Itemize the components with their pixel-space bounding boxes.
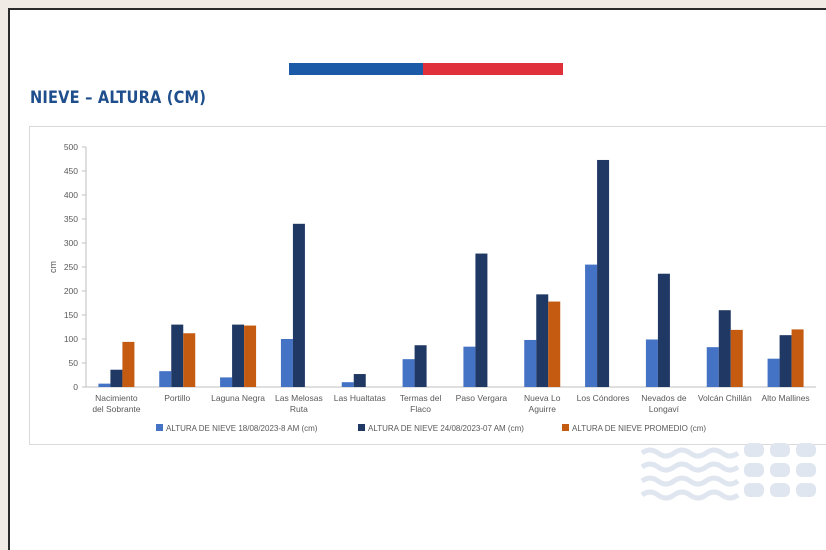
bar-chart: 0 50 100 150 200 250 300 350 400 450 500 cm Nacimien…	[48, 142, 816, 433]
x-tick-label: del Sobrante	[92, 404, 140, 414]
bar	[402, 359, 415, 387]
x-tick-label: Las Melosas	[275, 393, 323, 403]
x-tick-label: Nacimiento	[95, 393, 138, 403]
bar	[171, 324, 184, 387]
legend-swatch	[156, 424, 163, 431]
flag-stripe-red	[423, 63, 563, 75]
bar	[353, 374, 366, 387]
x-tick-label: Termas del	[400, 393, 442, 403]
bar	[585, 264, 598, 387]
watermark-waves	[640, 447, 740, 501]
x-tick-label: Alto Mallines	[761, 393, 809, 403]
bar	[122, 341, 135, 387]
y-tick-label: 50	[69, 358, 79, 368]
x-tick-label: Volcán Chillán	[698, 393, 752, 403]
bar	[730, 329, 743, 387]
y-tick-label: 0	[73, 382, 78, 392]
bar	[767, 358, 780, 387]
bar	[98, 383, 111, 387]
x-tick-label: Ruta	[290, 404, 308, 414]
y-tick-label: 500	[64, 142, 78, 152]
bar	[597, 159, 610, 387]
bar	[645, 339, 658, 387]
y-tick-label: 400	[64, 190, 78, 200]
y-tick-label: 200	[64, 286, 78, 296]
bar	[657, 273, 670, 387]
bar	[718, 310, 731, 387]
chart-container: 0 50 100 150 200 250 300 350 400 450 500 cm Nacimien…	[29, 126, 826, 445]
legend-label: ALTURA DE NIEVE 24/08/2023-07 AM (cm)	[368, 424, 524, 433]
x-tick-label: Laguna Negra	[211, 393, 265, 403]
wave-watermark-icon	[640, 443, 816, 501]
bar	[183, 333, 196, 387]
legend-label: ALTURA DE NIEVE PROMEDIO (cm)	[572, 424, 706, 433]
bar	[280, 339, 293, 387]
bar	[779, 335, 792, 387]
bar	[159, 371, 172, 387]
slide-title: NIEVE – ALTURA (CM)	[30, 88, 207, 108]
flag-stripe-blue	[289, 63, 423, 75]
legend-swatch	[358, 424, 365, 431]
bar	[524, 339, 537, 387]
watermark-dots	[744, 443, 816, 497]
y-axis-label: cm	[48, 261, 58, 273]
x-tick-label: Longaví	[649, 404, 680, 414]
slide: NIEVE – ALTURA (CM) 0 50 100 150 200 250 300 35…	[8, 8, 826, 550]
x-tick-label: Las Hualtatas	[334, 393, 386, 403]
bar	[463, 346, 476, 387]
legend-label: ALTURA DE NIEVE 18/08/2023-8 AM (cm)	[166, 424, 318, 433]
bar	[791, 329, 804, 387]
y-tick-label: 350	[64, 214, 78, 224]
bar	[244, 325, 257, 387]
bar	[414, 345, 427, 387]
bar	[706, 347, 719, 387]
bar	[341, 382, 354, 387]
bar	[536, 294, 549, 387]
y-tick-label: 250	[64, 262, 78, 272]
y-tick-label: 450	[64, 166, 78, 176]
x-tick-label: Paso Vergara	[456, 393, 508, 403]
bar	[548, 301, 561, 387]
y-tick-label: 100	[64, 334, 78, 344]
y-tick-label: 300	[64, 238, 78, 248]
x-tick-label: Flaco	[410, 404, 431, 414]
bar	[110, 369, 123, 387]
bar	[232, 324, 245, 387]
x-tick-label: Nevados de	[641, 393, 687, 403]
bar	[292, 223, 305, 387]
y-tick-label: 150	[64, 310, 78, 320]
bar	[475, 253, 488, 387]
x-tick-label: Aguirre	[529, 404, 557, 414]
x-tick-label: Portillo	[164, 393, 190, 403]
bar	[220, 377, 233, 387]
x-tick-label: Nueva Lo	[524, 393, 561, 403]
x-tick-label: Los Cóndores	[577, 393, 630, 403]
legend-swatch	[562, 424, 569, 431]
